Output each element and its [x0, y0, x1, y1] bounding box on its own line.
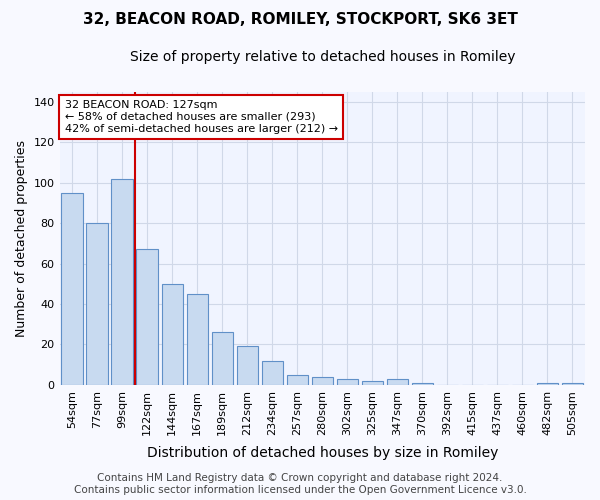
Bar — [86, 223, 108, 385]
X-axis label: Distribution of detached houses by size in Romiley: Distribution of detached houses by size … — [146, 446, 498, 460]
Bar — [537, 383, 558, 385]
Bar — [136, 250, 158, 385]
Bar — [412, 383, 433, 385]
Text: 32 BEACON ROAD: 127sqm
← 58% of detached houses are smaller (293)
42% of semi-de: 32 BEACON ROAD: 127sqm ← 58% of detached… — [65, 100, 338, 134]
Bar — [562, 383, 583, 385]
Bar — [161, 284, 183, 385]
Bar — [112, 178, 133, 385]
Bar — [362, 381, 383, 385]
Bar — [337, 379, 358, 385]
Bar — [311, 377, 333, 385]
Bar — [212, 332, 233, 385]
Bar — [61, 192, 83, 385]
Y-axis label: Number of detached properties: Number of detached properties — [15, 140, 28, 336]
Bar — [287, 375, 308, 385]
Text: 32, BEACON ROAD, ROMILEY, STOCKPORT, SK6 3ET: 32, BEACON ROAD, ROMILEY, STOCKPORT, SK6… — [83, 12, 517, 28]
Bar — [387, 379, 408, 385]
Title: Size of property relative to detached houses in Romiley: Size of property relative to detached ho… — [130, 50, 515, 64]
Text: Contains HM Land Registry data © Crown copyright and database right 2024.
Contai: Contains HM Land Registry data © Crown c… — [74, 474, 526, 495]
Bar — [187, 294, 208, 385]
Bar — [262, 360, 283, 385]
Bar — [236, 346, 258, 385]
